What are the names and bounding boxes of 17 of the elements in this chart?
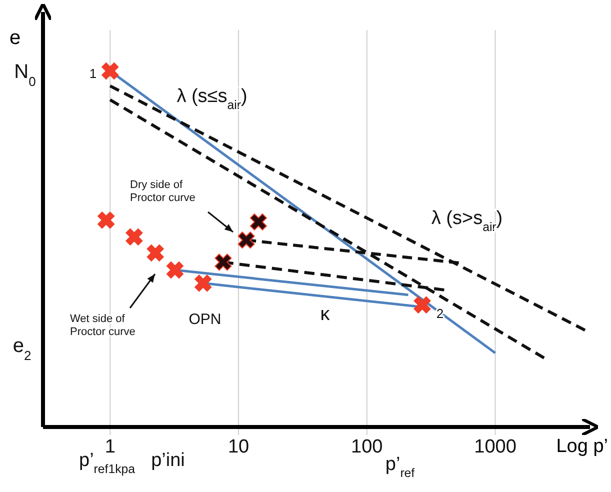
text: e$_{2}$ — [12, 335, 32, 362]
annotation: Wet side of Proctor curve — [70, 313, 136, 338]
annotation: λ (s≤s$_{air}$) — [176, 86, 248, 112]
text: p’$_{ref}$ — [385, 454, 416, 480]
annotation: κ — [320, 304, 330, 325]
annotation: Dry side of Proctor curve — [130, 179, 196, 204]
x-tick-label: 10 — [228, 436, 250, 458]
x-tick-label: 100 — [351, 436, 383, 458]
x-axis-title: Log p’ — [556, 436, 608, 457]
x-tick-label: 1000 — [474, 436, 516, 458]
x-tick-label: 1 — [104, 436, 116, 458]
text: p’ini — [151, 450, 185, 471]
text: N$_{0}$ — [14, 61, 36, 88]
annotation: OPN — [188, 311, 222, 328]
annotation: λ (s>s$_{air}$) — [431, 208, 503, 234]
annotation: 1 — [89, 66, 97, 81]
y-axis-title: e — [9, 27, 21, 49]
